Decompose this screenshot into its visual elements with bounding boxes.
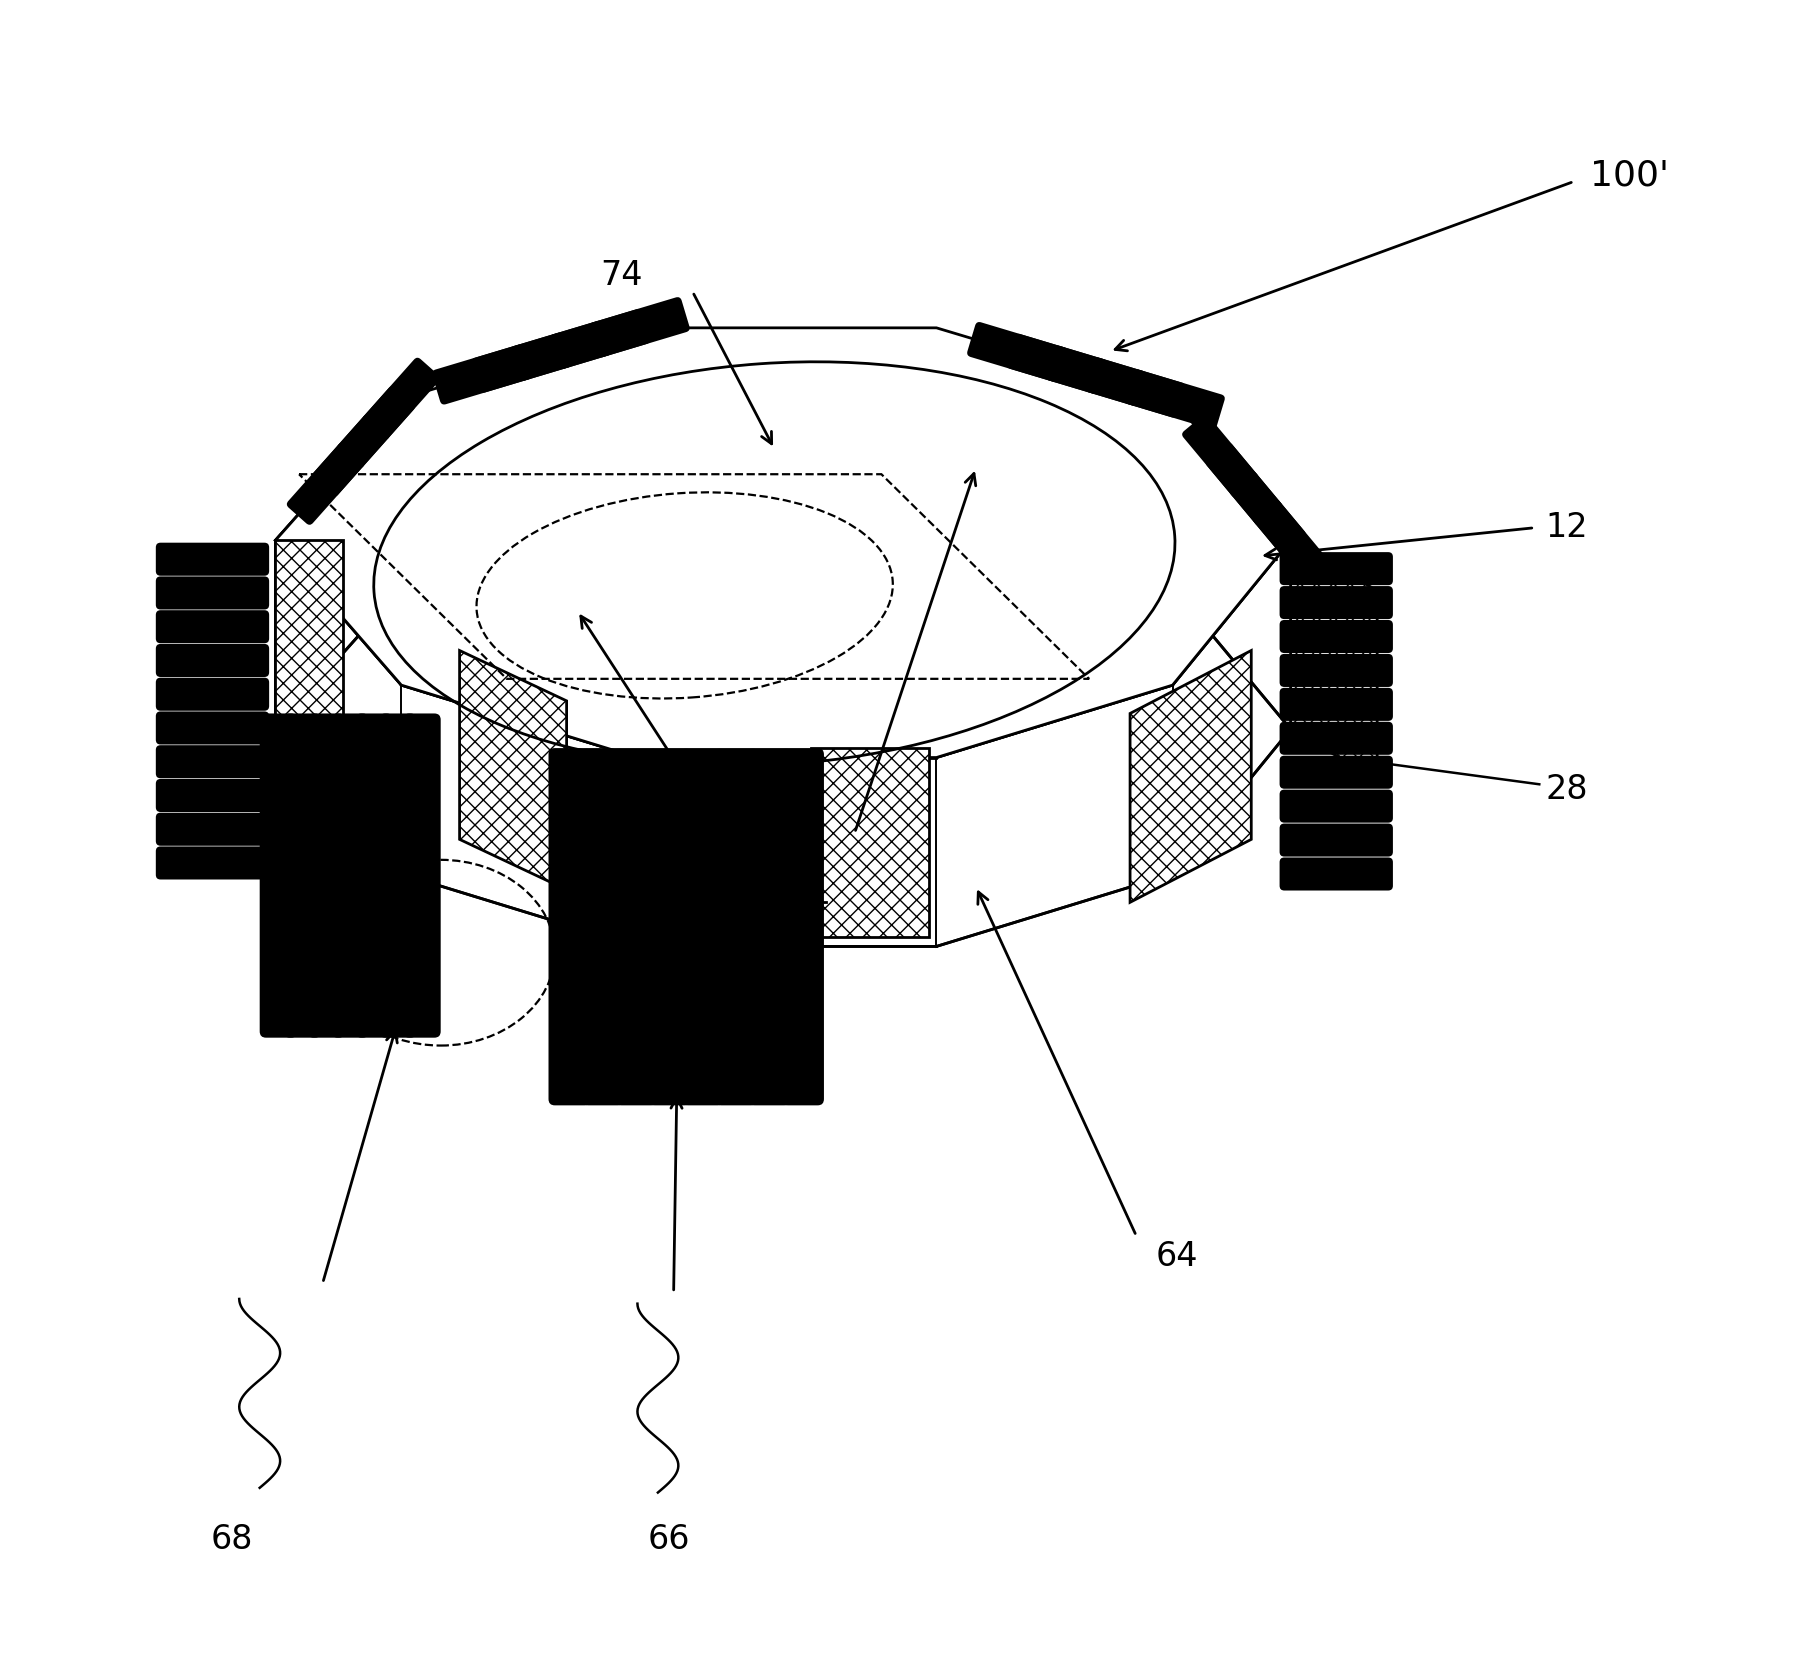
- FancyBboxPatch shape: [510, 321, 612, 381]
- Text: 64: 64: [1157, 1241, 1198, 1272]
- FancyBboxPatch shape: [355, 713, 393, 1038]
- FancyBboxPatch shape: [550, 309, 650, 369]
- FancyBboxPatch shape: [548, 748, 592, 1106]
- Text: 68: 68: [210, 1523, 253, 1557]
- FancyBboxPatch shape: [331, 713, 369, 1038]
- FancyBboxPatch shape: [1086, 358, 1186, 417]
- FancyBboxPatch shape: [715, 748, 757, 1106]
- Polygon shape: [275, 540, 344, 728]
- FancyBboxPatch shape: [1280, 755, 1394, 788]
- FancyBboxPatch shape: [1280, 790, 1394, 823]
- FancyBboxPatch shape: [156, 712, 270, 745]
- Text: 66: 66: [648, 1523, 690, 1557]
- FancyBboxPatch shape: [1229, 471, 1305, 554]
- FancyBboxPatch shape: [967, 323, 1068, 382]
- FancyBboxPatch shape: [286, 442, 364, 526]
- FancyBboxPatch shape: [404, 713, 440, 1038]
- FancyBboxPatch shape: [433, 344, 532, 404]
- Polygon shape: [460, 650, 567, 890]
- Polygon shape: [275, 328, 1291, 758]
- Polygon shape: [275, 399, 1291, 946]
- FancyBboxPatch shape: [284, 713, 322, 1038]
- FancyBboxPatch shape: [471, 333, 572, 392]
- FancyBboxPatch shape: [1280, 585, 1394, 619]
- FancyBboxPatch shape: [362, 358, 440, 439]
- FancyBboxPatch shape: [748, 748, 791, 1106]
- FancyBboxPatch shape: [1280, 552, 1394, 585]
- FancyBboxPatch shape: [1280, 858, 1394, 890]
- Polygon shape: [1291, 540, 1377, 780]
- FancyBboxPatch shape: [156, 778, 270, 812]
- FancyBboxPatch shape: [156, 542, 270, 575]
- FancyBboxPatch shape: [1006, 334, 1106, 394]
- FancyBboxPatch shape: [156, 679, 270, 710]
- FancyBboxPatch shape: [156, 610, 270, 644]
- FancyBboxPatch shape: [1205, 442, 1281, 526]
- FancyBboxPatch shape: [1280, 823, 1394, 856]
- Polygon shape: [811, 748, 929, 936]
- FancyBboxPatch shape: [590, 298, 690, 358]
- Text: 74: 74: [601, 259, 643, 293]
- Text: 12: 12: [1546, 511, 1587, 544]
- FancyBboxPatch shape: [156, 745, 270, 778]
- FancyBboxPatch shape: [1124, 369, 1225, 429]
- FancyBboxPatch shape: [156, 644, 270, 677]
- FancyBboxPatch shape: [1046, 346, 1146, 406]
- FancyBboxPatch shape: [782, 748, 824, 1106]
- Text: 26: 26: [755, 855, 796, 888]
- FancyBboxPatch shape: [156, 813, 270, 846]
- FancyBboxPatch shape: [1280, 620, 1394, 654]
- FancyBboxPatch shape: [156, 577, 270, 610]
- FancyBboxPatch shape: [156, 846, 270, 880]
- FancyBboxPatch shape: [1280, 688, 1394, 720]
- Polygon shape: [1129, 650, 1251, 903]
- FancyBboxPatch shape: [337, 386, 414, 469]
- FancyBboxPatch shape: [1280, 722, 1394, 755]
- FancyBboxPatch shape: [682, 748, 724, 1106]
- FancyBboxPatch shape: [581, 748, 624, 1106]
- FancyBboxPatch shape: [311, 414, 389, 497]
- FancyBboxPatch shape: [1280, 654, 1394, 687]
- FancyBboxPatch shape: [648, 748, 691, 1106]
- FancyBboxPatch shape: [259, 713, 297, 1038]
- FancyBboxPatch shape: [1182, 414, 1258, 497]
- FancyBboxPatch shape: [308, 713, 346, 1038]
- Text: 100': 100': [1589, 158, 1669, 193]
- FancyBboxPatch shape: [1253, 499, 1329, 582]
- FancyBboxPatch shape: [378, 713, 416, 1038]
- FancyBboxPatch shape: [615, 748, 657, 1106]
- Text: 28: 28: [1546, 773, 1587, 805]
